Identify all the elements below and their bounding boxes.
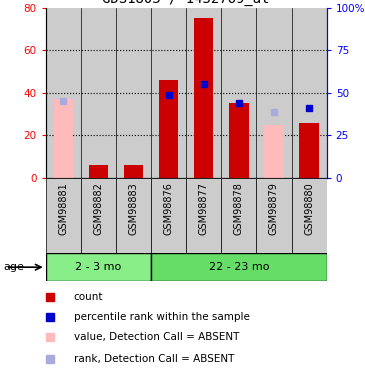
Text: age: age (4, 262, 24, 272)
Bar (46, 8, 81, 178)
Text: count: count (74, 292, 103, 303)
Bar (159, 80, 178, 178)
Bar (256, 8, 292, 178)
Text: GSM98881: GSM98881 (58, 182, 68, 235)
Text: value, Detection Call = ABSENT: value, Detection Call = ABSENT (74, 332, 239, 342)
Bar (89, 165, 108, 178)
Text: 2 - 3 mo: 2 - 3 mo (75, 262, 122, 272)
Bar (256, 178, 292, 253)
Bar (151, 178, 186, 253)
Bar (151, 8, 186, 178)
Text: GSM98877: GSM98877 (199, 182, 209, 235)
Bar (54, 99, 73, 178)
Bar (299, 123, 319, 178)
Bar (221, 8, 256, 178)
Bar (46, 178, 81, 253)
Bar (229, 104, 249, 178)
Text: GSM98878: GSM98878 (234, 182, 244, 235)
Bar (116, 178, 151, 253)
Bar (46, 253, 151, 281)
Text: percentile rank within the sample: percentile rank within the sample (74, 312, 250, 322)
Text: rank, Detection Call = ABSENT: rank, Detection Call = ABSENT (74, 354, 234, 364)
Bar (264, 125, 284, 178)
Text: GSM98880: GSM98880 (304, 182, 314, 235)
Bar (221, 178, 256, 253)
Bar (151, 253, 327, 281)
Text: GSM98882: GSM98882 (93, 182, 103, 235)
Bar (186, 178, 221, 253)
Bar (81, 8, 116, 178)
Bar (292, 178, 327, 253)
Bar (194, 18, 214, 178)
Bar (116, 8, 151, 178)
Bar (186, 8, 221, 178)
Bar (292, 8, 327, 178)
Text: GSM98883: GSM98883 (128, 182, 138, 235)
Text: 22 - 23 mo: 22 - 23 mo (208, 262, 269, 272)
Bar (124, 165, 143, 178)
Text: GSM98876: GSM98876 (164, 182, 174, 235)
Title: GDS1803 / 1432769_at: GDS1803 / 1432769_at (103, 0, 270, 6)
Bar (81, 178, 116, 253)
Text: GSM98879: GSM98879 (269, 182, 279, 235)
